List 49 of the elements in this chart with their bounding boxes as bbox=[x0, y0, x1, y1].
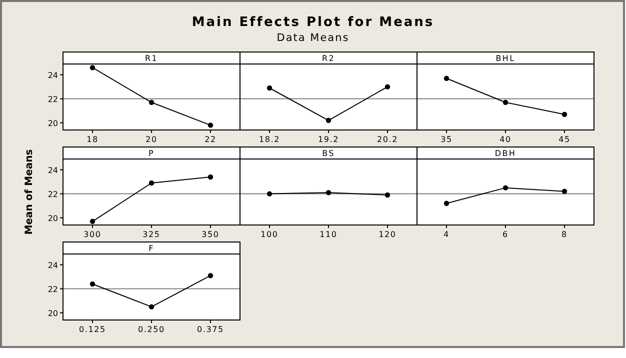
x-tick-label: 110 bbox=[320, 230, 338, 239]
x-tick-label: 0.375 bbox=[197, 325, 224, 334]
x-tick-label: 325 bbox=[142, 230, 160, 239]
x-tick-label: 18.2 bbox=[258, 135, 280, 144]
x-tick-label: 6 bbox=[502, 230, 508, 239]
text: Main Effects Plot for Means bbox=[192, 15, 434, 30]
x-tick-label: 22 bbox=[204, 135, 216, 144]
x-tick-label: 120 bbox=[378, 230, 396, 239]
x-tick-label: 35 bbox=[440, 135, 452, 144]
x-tick-label: 100 bbox=[260, 230, 278, 239]
y-tick-label: 22 bbox=[48, 284, 58, 294]
point bbox=[208, 122, 214, 128]
chart-title: F bbox=[148, 244, 154, 253]
point bbox=[90, 281, 96, 287]
y-tick-label: 20 bbox=[48, 214, 58, 223]
point bbox=[148, 180, 154, 186]
point bbox=[90, 218, 96, 224]
x-tick-label: 8 bbox=[562, 230, 568, 239]
x-tick-label: 300 bbox=[84, 230, 102, 239]
y-tick-label: 22 bbox=[48, 190, 58, 199]
text: Data Means bbox=[276, 32, 350, 44]
x-tick-label: 0.250 bbox=[138, 325, 165, 334]
x-tick-label: 350 bbox=[202, 230, 220, 239]
y-tick-label: 20 bbox=[48, 118, 58, 128]
y-tick-label: 22 bbox=[48, 94, 58, 104]
y-tick-label: 24 bbox=[48, 166, 58, 175]
chart-title: R2 bbox=[322, 54, 336, 63]
chart-title: BS bbox=[322, 149, 335, 158]
y-tick-label: 24 bbox=[48, 260, 58, 270]
x-tick-label: 20 bbox=[146, 135, 158, 144]
point bbox=[148, 304, 154, 310]
x-tick-label: 40 bbox=[500, 135, 512, 144]
x-tick-label: 19.2 bbox=[318, 135, 340, 144]
point bbox=[208, 174, 214, 180]
x-tick-label: 0.125 bbox=[79, 325, 106, 334]
chart-title: P bbox=[148, 149, 155, 158]
y-tick-label: 24 bbox=[48, 70, 58, 80]
point bbox=[90, 65, 96, 70]
x-tick-label: 45 bbox=[558, 135, 570, 144]
x-tick-label: 18 bbox=[86, 135, 98, 144]
point bbox=[148, 100, 154, 105]
point bbox=[208, 273, 214, 278]
chart-title: DBH bbox=[494, 149, 516, 158]
y-axis-title: Mean of Means bbox=[24, 149, 35, 235]
chart-title: BHL bbox=[496, 54, 516, 63]
x-tick-label: 4 bbox=[444, 230, 450, 239]
x-tick-label: 20.2 bbox=[376, 135, 398, 144]
chart-title: R1 bbox=[144, 54, 158, 63]
y-tick-label: 20 bbox=[48, 308, 58, 318]
